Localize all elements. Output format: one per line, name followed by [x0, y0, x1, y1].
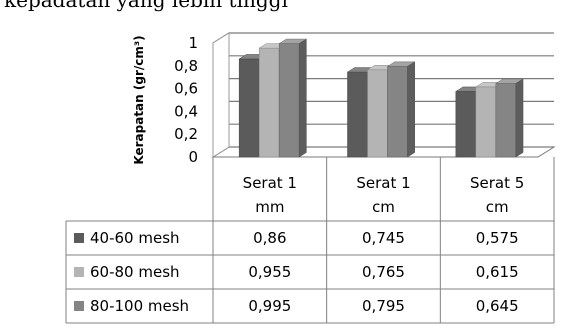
bar-front	[455, 91, 477, 158]
category-label: mm	[255, 198, 284, 216]
bar-front	[475, 86, 497, 158]
chart-side-wall	[212, 32, 230, 158]
bar-side	[407, 61, 415, 158]
legend-key	[74, 233, 84, 243]
category-label: Serat 1	[243, 174, 297, 192]
bar	[494, 78, 524, 158]
chart-frame: 0 0,2 0,4 0,6 0,8 1 Kerapatan (gr/cm³) Serat 1…	[0, 18, 587, 327]
y-tick-label: 1	[188, 34, 198, 52]
data-label: 0,795	[362, 297, 405, 315]
bar-front	[258, 47, 280, 158]
data-label: 0,765	[362, 263, 405, 281]
category-label: Serat 5	[470, 174, 524, 192]
y-tick-label: 0	[188, 148, 198, 166]
series-name: 80-100 mesh	[90, 297, 189, 315]
caption-fragment: kepadatan yang lebih tinggi	[0, 0, 587, 18]
data-label: 0,575	[476, 229, 519, 247]
category-label: cm	[372, 198, 395, 216]
series-name: 60-80 mesh	[90, 263, 180, 281]
bar-front	[278, 43, 300, 158]
data-table: Serat 1 mm Serat 1 cm Serat 5 cm 40-60 mesh 0,8…	[65, 157, 555, 324]
y-axis-title: Kerapatan (gr/cm³)	[132, 35, 146, 164]
series-name: 40-60 mesh	[90, 229, 180, 247]
bar-front	[367, 69, 388, 158]
bar	[278, 38, 308, 158]
data-label: 0,995	[248, 297, 291, 315]
category-label: cm	[486, 198, 509, 216]
bar-front	[495, 83, 517, 158]
bar-side	[515, 78, 524, 158]
legend-key	[74, 267, 84, 277]
legend-key	[74, 301, 84, 311]
bar-front	[387, 66, 408, 158]
y-tick-label: 0,2	[174, 125, 198, 143]
data-label: 0,86	[253, 229, 286, 247]
chart-wall-layer	[212, 32, 230, 158]
bar-front	[238, 58, 260, 158]
y-tick-label: 0,8	[174, 57, 198, 75]
bar-layer	[238, 38, 524, 158]
y-tick-label: 0,4	[174, 102, 198, 120]
gridline	[212, 32, 554, 44]
y-axis: 0 0,2 0,4 0,6 0,8 1 Kerapatan (gr/cm³)	[132, 34, 198, 166]
data-label: 0,745	[362, 229, 405, 247]
category-label: Serat 1	[356, 174, 410, 192]
bar	[386, 61, 416, 158]
data-label: 0,955	[248, 263, 291, 281]
density-chart: 0 0,2 0,4 0,6 0,8 1 Kerapatan (gr/cm³) Serat 1…	[65, 32, 556, 324]
bar-side	[298, 38, 307, 158]
data-label: 0,645	[476, 297, 519, 315]
bar-front	[347, 71, 368, 158]
y-tick-label: 0,6	[174, 80, 198, 98]
data-label: 0,615	[476, 263, 519, 281]
caption-fragment-text: kepadatan yang lebih tinggi	[4, 0, 288, 12]
